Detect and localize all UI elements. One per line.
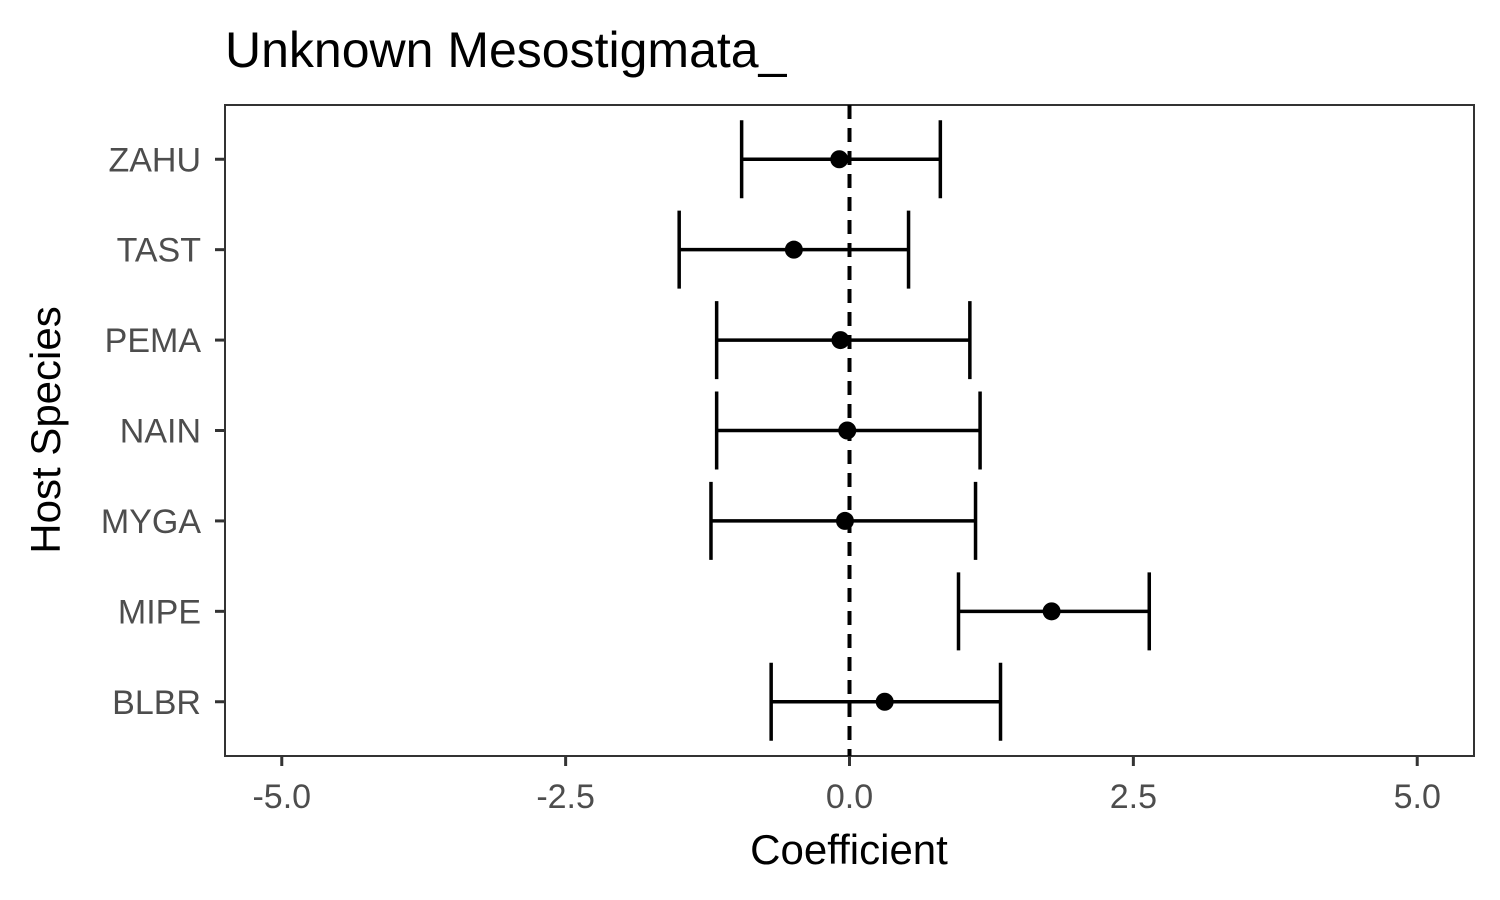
y-tick-label-mipe: MIPE bbox=[118, 593, 201, 631]
x-tick-label: 5.0 bbox=[1394, 778, 1441, 816]
estimate-point-mipe bbox=[1042, 602, 1061, 621]
x-tick-label: 0.0 bbox=[826, 778, 873, 816]
estimate-point-myga bbox=[835, 511, 854, 530]
y-tick-label-tast: TAST bbox=[117, 232, 201, 270]
y-tick-label-pema: PEMA bbox=[105, 322, 202, 360]
y-tick-label-zahu: ZAHU bbox=[108, 141, 201, 179]
error-bar-mipe bbox=[956, 572, 1152, 651]
error-bar-zahu bbox=[739, 120, 943, 199]
x-tick-label: -5.0 bbox=[252, 778, 311, 816]
error-bar-tast bbox=[677, 210, 911, 289]
x-tick-label: 2.5 bbox=[1110, 778, 1157, 816]
estimate-point-blbr bbox=[875, 692, 894, 711]
x-axis-title: Coefficient bbox=[750, 826, 948, 873]
estimate-point-pema bbox=[831, 331, 850, 350]
error-bar-myga bbox=[709, 481, 978, 560]
error-bar-marks bbox=[677, 120, 1152, 741]
y-tick-label-blbr: BLBR bbox=[112, 684, 201, 722]
y-tick-label-nain: NAIN bbox=[120, 413, 201, 451]
error-bar-nain bbox=[714, 391, 982, 470]
x-tick-label: -2.5 bbox=[536, 778, 595, 816]
y-tick-label-myga: MYGA bbox=[101, 503, 201, 541]
x-axis: -5.0 -2.5 0.0 2.5 5.0 bbox=[252, 756, 1441, 816]
y-axis: BLBR MIPE MYGA NAIN PEMA TAST ZAHU bbox=[101, 141, 225, 722]
y-axis-title: Host Species bbox=[22, 306, 69, 553]
estimate-point-tast bbox=[784, 240, 803, 259]
error-bar-pema bbox=[714, 301, 972, 380]
error-bar-blbr bbox=[769, 662, 1003, 741]
estimate-point-zahu bbox=[830, 150, 849, 169]
chart-title: Unknown Mesostigmata_ bbox=[225, 22, 788, 78]
estimate-point-nain bbox=[838, 421, 857, 440]
